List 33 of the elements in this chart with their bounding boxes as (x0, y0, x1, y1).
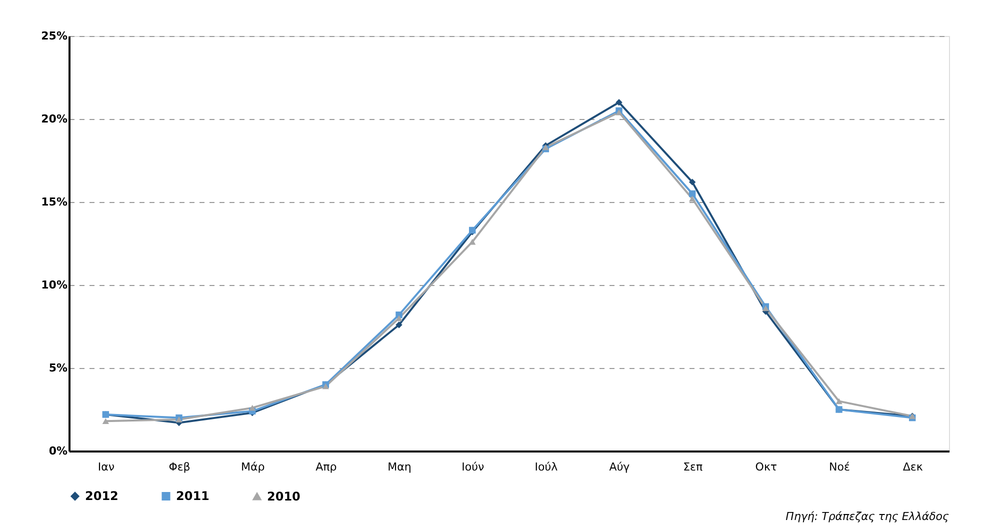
x-tick-label: Ιούν (462, 460, 484, 474)
x-tick-label: Οκτ (755, 460, 778, 474)
y-tick-label: 0% (48, 444, 68, 458)
point (176, 416, 182, 422)
x-tick-label: Σεπ (683, 460, 703, 474)
y-tick-label: 15% (41, 196, 68, 208)
x-tick-label: Φεβ (168, 460, 190, 474)
point (396, 315, 402, 322)
x-tick-label: Δεκ (902, 460, 924, 474)
x-tick-label: Νοέ (829, 460, 850, 474)
y-tick-label: 5% (48, 362, 68, 374)
point (248, 404, 256, 411)
legend-label: 2012 (85, 489, 118, 504)
x-tick-label: Ιούλ (534, 460, 558, 474)
point (688, 178, 696, 186)
point (468, 238, 476, 245)
point (396, 321, 402, 328)
point (102, 418, 110, 424)
y-tick-label: 25% (41, 30, 68, 42)
x-tick-label: Αύγ (609, 460, 630, 474)
x-tick-label: Μαη (388, 460, 412, 474)
point (688, 196, 696, 202)
legend-label: 2011 (176, 489, 210, 504)
x-tick-label: Μάρ (240, 460, 265, 474)
point (688, 190, 696, 198)
legend-label: 2010 (267, 489, 300, 504)
y-tick-label: 10% (41, 278, 68, 292)
text: Πηγή: Τράπεζας της Ελλάδος (786, 510, 950, 523)
x-tick-label: Ιαν (98, 460, 114, 474)
point (836, 398, 842, 404)
y-tick-label: 20% (41, 112, 68, 126)
x-tick-label: Απρ (316, 460, 337, 474)
point (616, 99, 622, 106)
